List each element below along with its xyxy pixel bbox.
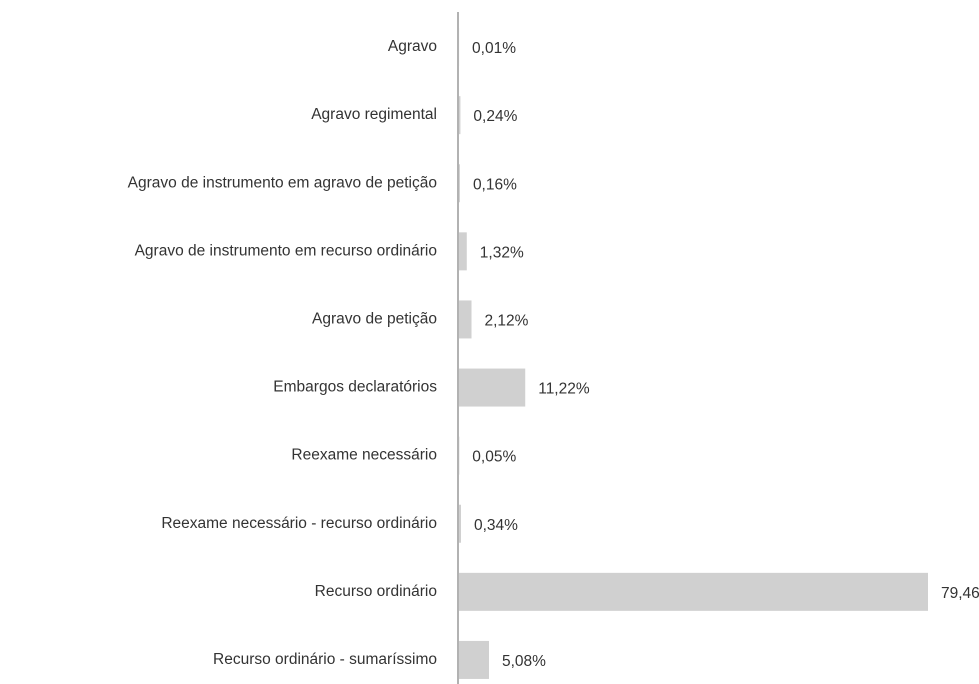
category-label: Agravo de petição [312, 311, 437, 328]
category-label: Reexame necessário [291, 447, 437, 464]
category-label: Agravo de instrumento em agravo de petiç… [128, 174, 437, 191]
value-label: 11,22% [538, 381, 590, 398]
value-label: 0,05% [472, 449, 516, 466]
value-label: 0,16% [473, 176, 517, 193]
bar [459, 232, 467, 271]
category-label: Recurso ordinário [315, 583, 437, 600]
bar [459, 96, 461, 135]
value-label: 0,01% [472, 40, 516, 57]
value-label: 0,24% [473, 108, 517, 125]
value-label: 79,46% [941, 585, 979, 602]
bar [459, 640, 489, 679]
bar [459, 368, 526, 407]
bar [459, 164, 460, 203]
category-label: Recurso ordinário - sumaríssimo [213, 651, 437, 668]
category-label: Agravo [388, 38, 437, 55]
bar [459, 572, 928, 611]
bar [459, 300, 472, 339]
bar [459, 504, 462, 543]
category-label: Embargos declaratórios [273, 379, 437, 396]
category-label: Reexame necessário - recurso ordinário [161, 515, 437, 532]
value-label: 2,12% [485, 313, 529, 330]
value-label: 1,32% [480, 244, 524, 261]
category-label: Agravo regimental [311, 106, 437, 123]
category-label: Agravo de instrumento em recurso ordinár… [135, 242, 437, 259]
value-label: 0,34% [474, 517, 518, 534]
value-label: 5,08% [502, 653, 546, 670]
